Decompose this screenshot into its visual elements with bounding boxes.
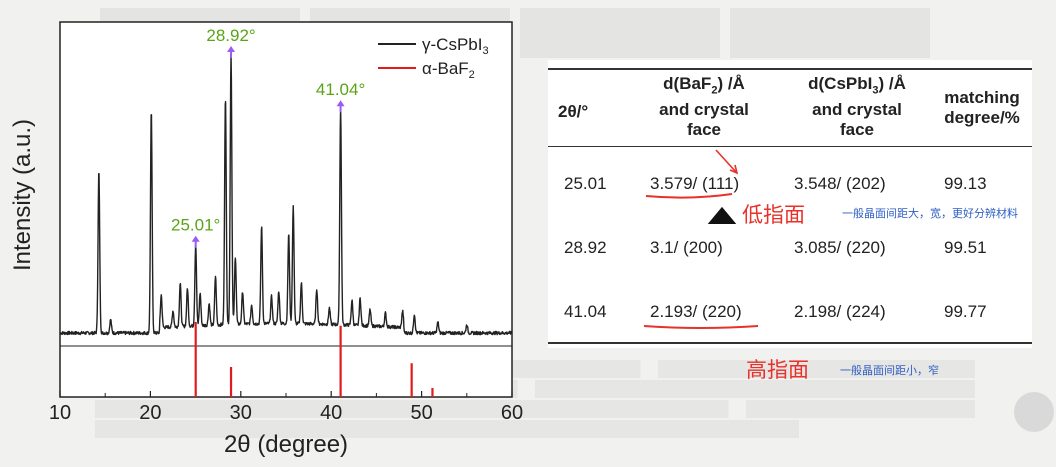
peak-label: 41.04° — [316, 80, 365, 99]
peak-arrow-head — [227, 46, 236, 52]
video-play-icon[interactable] — [1014, 392, 1054, 432]
table-cell-cspbi3: 2.198/ (224) — [794, 302, 886, 321]
chart-legend: γ-CsPbI3 α-BaF2 — [378, 35, 489, 81]
peak-arrow-head — [191, 235, 200, 242]
table-cell-baf2: 3.579/ (111) — [650, 174, 740, 193]
peak-label: 25.01° — [171, 216, 220, 235]
header-matching-degree: matching degree/% — [944, 88, 1020, 127]
header-d-baf2: d(BaF2) /Å and crystal face — [659, 74, 749, 140]
peak-arrow-head — [336, 100, 345, 107]
table-top-rule — [548, 68, 1032, 70]
table-cell-match: 99.13 — [944, 174, 987, 193]
xrd-chart: 10 20 30 40 50 60 28.92° 41.04° 25.01° γ-CsPbI3… — [9, 21, 523, 458]
d-spacing-table: 2θ/° d(BaF2) /Å and crystal face d(CsPbI… — [548, 60, 1032, 348]
table-cell-theta: 41.04 — [564, 302, 607, 321]
table-cell-theta: 25.01 — [564, 174, 607, 193]
low-index-face-note: 低指面 — [742, 204, 805, 227]
x-tick-label: 30 — [230, 402, 252, 424]
legend-label-alpha-baf2: α-BaF2 — [422, 59, 475, 81]
plot-area — [59, 21, 513, 398]
x-axis-label: 2θ (degree) — [224, 431, 348, 458]
header-d-cspbi3: d(CsPbI3) /Å and crystal face — [808, 74, 906, 140]
table-cell-cspbi3: 3.548/ (202) — [794, 174, 886, 193]
table-cell-theta: 28.92 — [564, 238, 607, 257]
legend-label-gamma-cspbi3: γ-CsPbI3 — [422, 35, 489, 57]
x-tick-label: 10 — [49, 402, 71, 424]
low-index-face-explanation: 一般晶面间距大，宽，更好分辨材料 — [842, 208, 1018, 220]
gamma-cspbi3-pattern — [59, 52, 513, 336]
peak-label: 28.92° — [206, 26, 255, 45]
table-bottom-rule — [548, 342, 1032, 344]
table-header-rule — [548, 146, 1032, 147]
background-figure-panel — [730, 8, 930, 58]
x-tick-label: 40 — [320, 402, 342, 424]
x-tick-label: 50 — [410, 402, 432, 424]
header-2theta: 2θ/° — [558, 102, 589, 121]
y-axis-label: Intensity (a.u.) — [9, 119, 36, 271]
table-cell-match: 99.77 — [944, 302, 987, 321]
high-index-face-note: 高指面 — [746, 359, 809, 382]
x-tick-label: 20 — [139, 402, 161, 424]
background-figure-panel — [520, 8, 720, 58]
table-cell-baf2: 3.1/ (200) — [650, 238, 723, 257]
table-cell-match: 99.51 — [944, 238, 987, 257]
table-cell-baf2: 2.193/ (220) — [650, 302, 742, 321]
high-index-face-explanation: 一般晶面间距小，窄 — [840, 365, 939, 377]
table-cell-cspbi3: 3.085/ (220) — [794, 238, 886, 257]
x-tick-label: 60 — [501, 402, 523, 424]
